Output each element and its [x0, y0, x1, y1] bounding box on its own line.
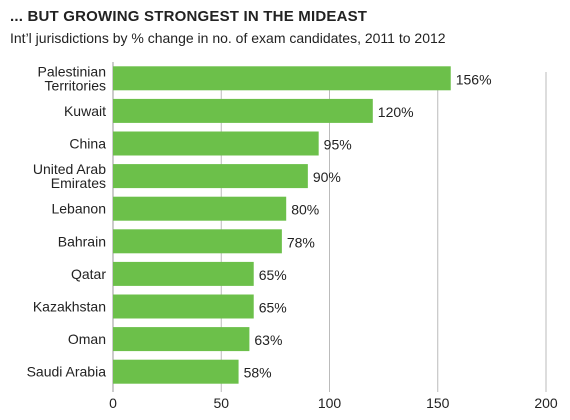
bar: [113, 131, 319, 156]
value-label: 156%: [456, 71, 492, 87]
bar: [113, 229, 282, 254]
category-label: Oman: [68, 331, 106, 347]
category-label: Qatar: [71, 266, 106, 282]
category-label: Kazakhstan: [33, 299, 106, 315]
value-label: 78%: [287, 234, 315, 250]
category-label: Kuwait: [64, 103, 106, 119]
x-tick-label: 100: [318, 395, 342, 411]
category-labels: Palestinian Territories Kuwait China United …: [27, 63, 107, 379]
value-label: 65%: [259, 300, 287, 316]
category-label: Lebanon: [51, 201, 106, 217]
category-label: Saudi Arabia: [27, 364, 107, 380]
value-label: 80%: [291, 202, 319, 218]
value-label: 95%: [324, 137, 352, 153]
value-label: 58%: [244, 365, 272, 381]
category-label: Palestinian Territories: [38, 63, 107, 93]
x-tick-label: 0: [109, 395, 117, 411]
value-label: 65%: [259, 267, 287, 283]
bar: [113, 294, 254, 319]
value-label: 90%: [313, 169, 341, 185]
bar: [113, 98, 373, 123]
bar: [113, 359, 239, 384]
category-label: Bahrain: [58, 233, 106, 249]
x-tick-label: 150: [426, 395, 450, 411]
bar: [113, 66, 451, 91]
value-label: 63%: [254, 332, 282, 348]
chart-title: ... BUT GROWING STRONGEST IN THE MIDEAST: [10, 8, 368, 25]
x-axis-ticks: 0 50 100 150 200: [109, 395, 558, 411]
value-labels: 156% 120% 95% 90% 80% 78% 65% 65% 63% 58%: [244, 71, 492, 380]
x-tick-label: 200: [534, 395, 558, 411]
bar: [113, 327, 250, 352]
value-label: 120%: [378, 104, 414, 120]
category-label: China: [69, 136, 106, 152]
bar: [113, 164, 308, 189]
bar: [113, 261, 254, 286]
chart-subtitle: Int’l jurisdictions by % change in no. o…: [10, 30, 446, 46]
x-tick-label: 50: [213, 395, 229, 411]
bar: [113, 196, 287, 221]
category-label: United Arab Emirates: [33, 161, 106, 191]
bars: [113, 66, 451, 384]
